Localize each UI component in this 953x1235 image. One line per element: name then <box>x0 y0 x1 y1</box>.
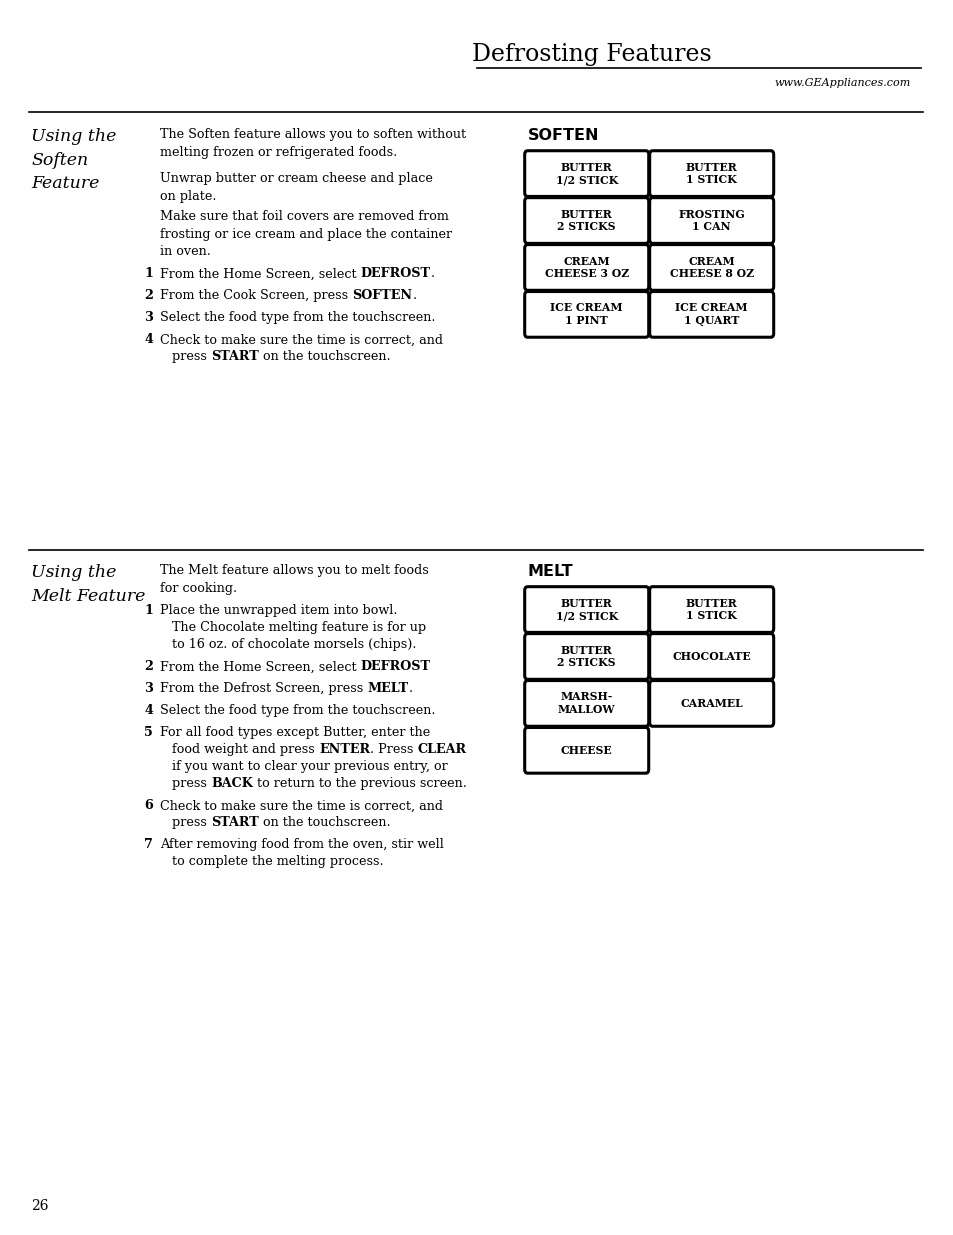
Text: SOFTEN: SOFTEN <box>352 289 412 303</box>
Text: The Melt feature allows you to melt foods
for cooking.: The Melt feature allows you to melt food… <box>160 564 429 595</box>
Text: press: press <box>172 351 211 363</box>
FancyBboxPatch shape <box>524 291 648 337</box>
FancyBboxPatch shape <box>649 680 773 726</box>
FancyBboxPatch shape <box>649 291 773 337</box>
FancyBboxPatch shape <box>649 245 773 290</box>
FancyBboxPatch shape <box>649 587 773 632</box>
Text: .: . <box>408 683 413 695</box>
Text: From the Cook Screen, press: From the Cook Screen, press <box>160 289 352 303</box>
Text: BACK: BACK <box>211 777 253 790</box>
Text: 1: 1 <box>144 268 153 280</box>
Text: DEFROST: DEFROST <box>360 661 431 673</box>
FancyBboxPatch shape <box>524 587 648 632</box>
Text: The Chocolate melting feature is for up: The Chocolate melting feature is for up <box>172 621 426 635</box>
Text: .: . <box>412 289 416 303</box>
Text: 5: 5 <box>144 726 152 740</box>
Text: Place the unwrapped item into bowl.: Place the unwrapped item into bowl. <box>160 604 397 618</box>
Text: FROSTING
1 CAN: FROSTING 1 CAN <box>678 209 744 232</box>
Text: . Press: . Press <box>370 743 417 756</box>
Text: 1: 1 <box>144 604 153 618</box>
Text: CLEAR: CLEAR <box>417 743 466 756</box>
Text: DEFROST: DEFROST <box>360 268 431 280</box>
Text: to complete the melting process.: to complete the melting process. <box>172 856 383 868</box>
Text: Make sure that foil covers are removed from
frosting or ice cream and place the : Make sure that foil covers are removed f… <box>160 210 452 258</box>
Text: 2: 2 <box>144 289 153 303</box>
Text: on the touchscreen.: on the touchscreen. <box>258 351 390 363</box>
Text: ENTER: ENTER <box>318 743 370 756</box>
Text: 7: 7 <box>144 839 153 851</box>
Text: ICE CREAM
1 PINT: ICE CREAM 1 PINT <box>550 303 622 326</box>
Text: food weight and press: food weight and press <box>172 743 318 756</box>
Text: Select the food type from the touchscreen.: Select the food type from the touchscree… <box>160 704 436 718</box>
Text: .: . <box>431 268 435 280</box>
Text: START: START <box>211 351 258 363</box>
FancyBboxPatch shape <box>649 634 773 679</box>
Text: From the Home Screen, select: From the Home Screen, select <box>160 661 360 673</box>
Text: After removing food from the oven, stir well: After removing food from the oven, stir … <box>160 839 444 851</box>
Text: Unwrap butter or cream cheese and place
on plate.: Unwrap butter or cream cheese and place … <box>160 173 433 203</box>
FancyBboxPatch shape <box>524 634 648 679</box>
Text: Using the
Soften
Feature: Using the Soften Feature <box>31 128 116 193</box>
Text: BUTTER
1/2 STICK: BUTTER 1/2 STICK <box>555 162 618 185</box>
Text: BUTTER
2 STICKS: BUTTER 2 STICKS <box>557 645 616 668</box>
Text: MELT: MELT <box>527 564 573 579</box>
Text: Check to make sure the time is correct, and: Check to make sure the time is correct, … <box>160 799 443 813</box>
Text: Defrosting Features: Defrosting Features <box>471 43 711 67</box>
Text: BUTTER
1/2 STICK: BUTTER 1/2 STICK <box>555 598 618 621</box>
Text: press: press <box>172 777 211 790</box>
Text: BUTTER
2 STICKS: BUTTER 2 STICKS <box>557 209 616 232</box>
Text: 3: 3 <box>144 683 153 695</box>
Text: on the touchscreen.: on the touchscreen. <box>258 816 390 830</box>
Text: MELT: MELT <box>367 683 408 695</box>
Text: to return to the previous screen.: to return to the previous screen. <box>253 777 466 790</box>
Text: BUTTER
1 STICK: BUTTER 1 STICK <box>685 598 737 621</box>
Text: From the Home Screen, select: From the Home Screen, select <box>160 268 360 280</box>
FancyBboxPatch shape <box>649 198 773 243</box>
Text: 6: 6 <box>144 799 152 813</box>
FancyBboxPatch shape <box>524 245 648 290</box>
Text: CREAM
CHEESE 3 OZ: CREAM CHEESE 3 OZ <box>544 256 628 279</box>
Text: Check to make sure the time is correct, and: Check to make sure the time is correct, … <box>160 333 443 347</box>
Text: CHEESE: CHEESE <box>560 745 612 756</box>
Text: 26: 26 <box>31 1199 49 1213</box>
Text: 4: 4 <box>144 704 153 718</box>
Text: From the Defrost Screen, press: From the Defrost Screen, press <box>160 683 367 695</box>
Text: CREAM
CHEESE 8 OZ: CREAM CHEESE 8 OZ <box>669 256 753 279</box>
Text: CARAMEL: CARAMEL <box>679 698 742 709</box>
FancyBboxPatch shape <box>524 198 648 243</box>
Text: Using the
Melt Feature: Using the Melt Feature <box>31 564 146 605</box>
Text: to 16 oz. of chocolate morsels (chips).: to 16 oz. of chocolate morsels (chips). <box>172 638 416 651</box>
Text: BUTTER
1 STICK: BUTTER 1 STICK <box>685 162 737 185</box>
FancyBboxPatch shape <box>524 680 648 726</box>
Text: START: START <box>211 816 258 830</box>
FancyBboxPatch shape <box>524 727 648 773</box>
FancyBboxPatch shape <box>649 151 773 196</box>
Text: For all food types except Butter, enter the: For all food types except Butter, enter … <box>160 726 430 740</box>
Text: 3: 3 <box>144 311 153 325</box>
Text: CHOCOLATE: CHOCOLATE <box>672 651 750 662</box>
Text: www.GEAppliances.com: www.GEAppliances.com <box>774 78 910 88</box>
Text: press: press <box>172 816 211 830</box>
Text: 4: 4 <box>144 333 153 347</box>
Text: 2: 2 <box>144 661 153 673</box>
Text: The Soften feature allows you to soften without
melting frozen or refrigerated f: The Soften feature allows you to soften … <box>160 128 466 159</box>
Text: ICE CREAM
1 QUART: ICE CREAM 1 QUART <box>675 303 747 326</box>
Text: MARSH-
MALLOW: MARSH- MALLOW <box>558 692 615 715</box>
Text: SOFTEN: SOFTEN <box>527 128 598 143</box>
Text: Select the food type from the touchscreen.: Select the food type from the touchscree… <box>160 311 436 325</box>
FancyBboxPatch shape <box>524 151 648 196</box>
Text: if you want to clear your previous entry, or: if you want to clear your previous entry… <box>172 761 448 773</box>
